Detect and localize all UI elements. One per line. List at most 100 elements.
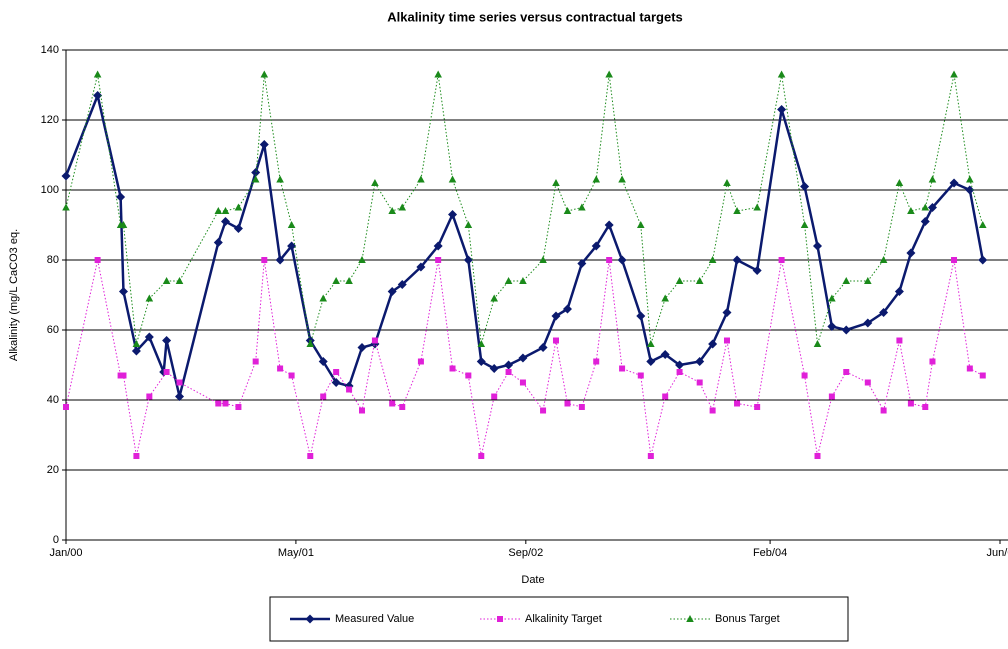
marker xyxy=(251,168,261,177)
marker xyxy=(979,372,986,379)
marker xyxy=(928,175,937,183)
marker xyxy=(518,353,528,363)
marker xyxy=(813,340,822,347)
marker xyxy=(978,221,987,228)
marker xyxy=(260,70,269,78)
marker xyxy=(234,203,243,211)
marker xyxy=(235,404,242,410)
marker xyxy=(754,404,761,410)
marker xyxy=(93,91,103,100)
marker xyxy=(435,257,442,263)
y-tick-label: 20 xyxy=(47,464,59,476)
y-axis-label: Alkalinity (mg/L CaCO3 eq. xyxy=(8,229,20,361)
marker xyxy=(828,393,835,400)
marker xyxy=(709,407,716,414)
marker xyxy=(504,277,513,284)
marker xyxy=(617,255,627,265)
legend-label: Alkalinity Target xyxy=(525,613,602,625)
marker xyxy=(332,277,340,284)
marker xyxy=(359,407,366,414)
marker xyxy=(448,210,458,219)
marker xyxy=(144,332,154,342)
marker xyxy=(951,257,958,263)
marker xyxy=(562,304,572,314)
marker xyxy=(387,287,397,296)
marker xyxy=(251,175,260,183)
marker xyxy=(843,369,850,375)
marker xyxy=(539,256,547,263)
marker xyxy=(305,614,315,624)
marker xyxy=(319,294,328,302)
series-line xyxy=(64,91,984,397)
x-tick-label: Sep/02 xyxy=(508,547,543,559)
marker xyxy=(592,175,601,183)
marker xyxy=(732,255,742,265)
marker xyxy=(345,277,353,284)
marker xyxy=(162,336,172,345)
marker xyxy=(252,358,259,365)
marker xyxy=(275,255,285,265)
marker xyxy=(94,257,101,263)
legend-label: Bonus Target xyxy=(715,613,780,625)
marker xyxy=(927,203,937,212)
marker xyxy=(800,221,809,228)
marker xyxy=(907,400,914,407)
legend-label: Measured Value xyxy=(335,613,414,625)
marker xyxy=(564,400,571,407)
marker xyxy=(647,340,655,347)
marker xyxy=(660,350,670,359)
marker xyxy=(551,311,561,321)
marker xyxy=(722,308,732,317)
marker xyxy=(929,358,936,365)
marker xyxy=(221,207,230,214)
marker xyxy=(399,404,406,410)
marker xyxy=(146,393,153,400)
marker xyxy=(162,277,171,284)
marker xyxy=(489,364,499,373)
marker xyxy=(778,257,785,263)
marker xyxy=(318,357,328,366)
marker xyxy=(619,365,626,372)
marker xyxy=(814,453,821,459)
marker xyxy=(331,378,341,387)
marker xyxy=(841,325,851,335)
marker xyxy=(920,217,930,226)
marker xyxy=(540,407,547,414)
marker xyxy=(922,404,929,410)
marker xyxy=(491,393,498,400)
marker xyxy=(176,379,183,386)
chart-title: Alkalinity time series versus contractua… xyxy=(387,9,683,24)
marker xyxy=(519,379,526,386)
marker xyxy=(357,343,367,352)
marker xyxy=(163,369,170,375)
marker xyxy=(215,400,222,407)
x-tick-label: Feb/04 xyxy=(753,547,787,559)
x-tick-label: May/01 xyxy=(278,547,314,559)
marker xyxy=(578,203,586,211)
marker xyxy=(417,175,425,183)
marker xyxy=(476,357,486,366)
marker xyxy=(416,262,426,272)
marker xyxy=(965,185,975,195)
marker xyxy=(276,175,284,183)
marker xyxy=(813,241,823,251)
marker xyxy=(306,340,315,347)
marker xyxy=(879,256,888,263)
marker xyxy=(563,207,572,214)
y-tick-label: 0 xyxy=(53,534,59,546)
marker xyxy=(465,372,472,379)
marker xyxy=(708,339,718,349)
marker xyxy=(93,70,102,78)
marker xyxy=(175,277,184,284)
x-tick-label: Jan/00 xyxy=(49,547,82,559)
marker xyxy=(591,241,601,251)
marker xyxy=(606,257,613,263)
marker xyxy=(448,175,457,183)
marker xyxy=(358,256,366,263)
marker xyxy=(333,369,340,375)
marker xyxy=(863,318,873,328)
marker xyxy=(842,277,851,284)
marker xyxy=(288,372,295,379)
marker xyxy=(213,238,223,247)
